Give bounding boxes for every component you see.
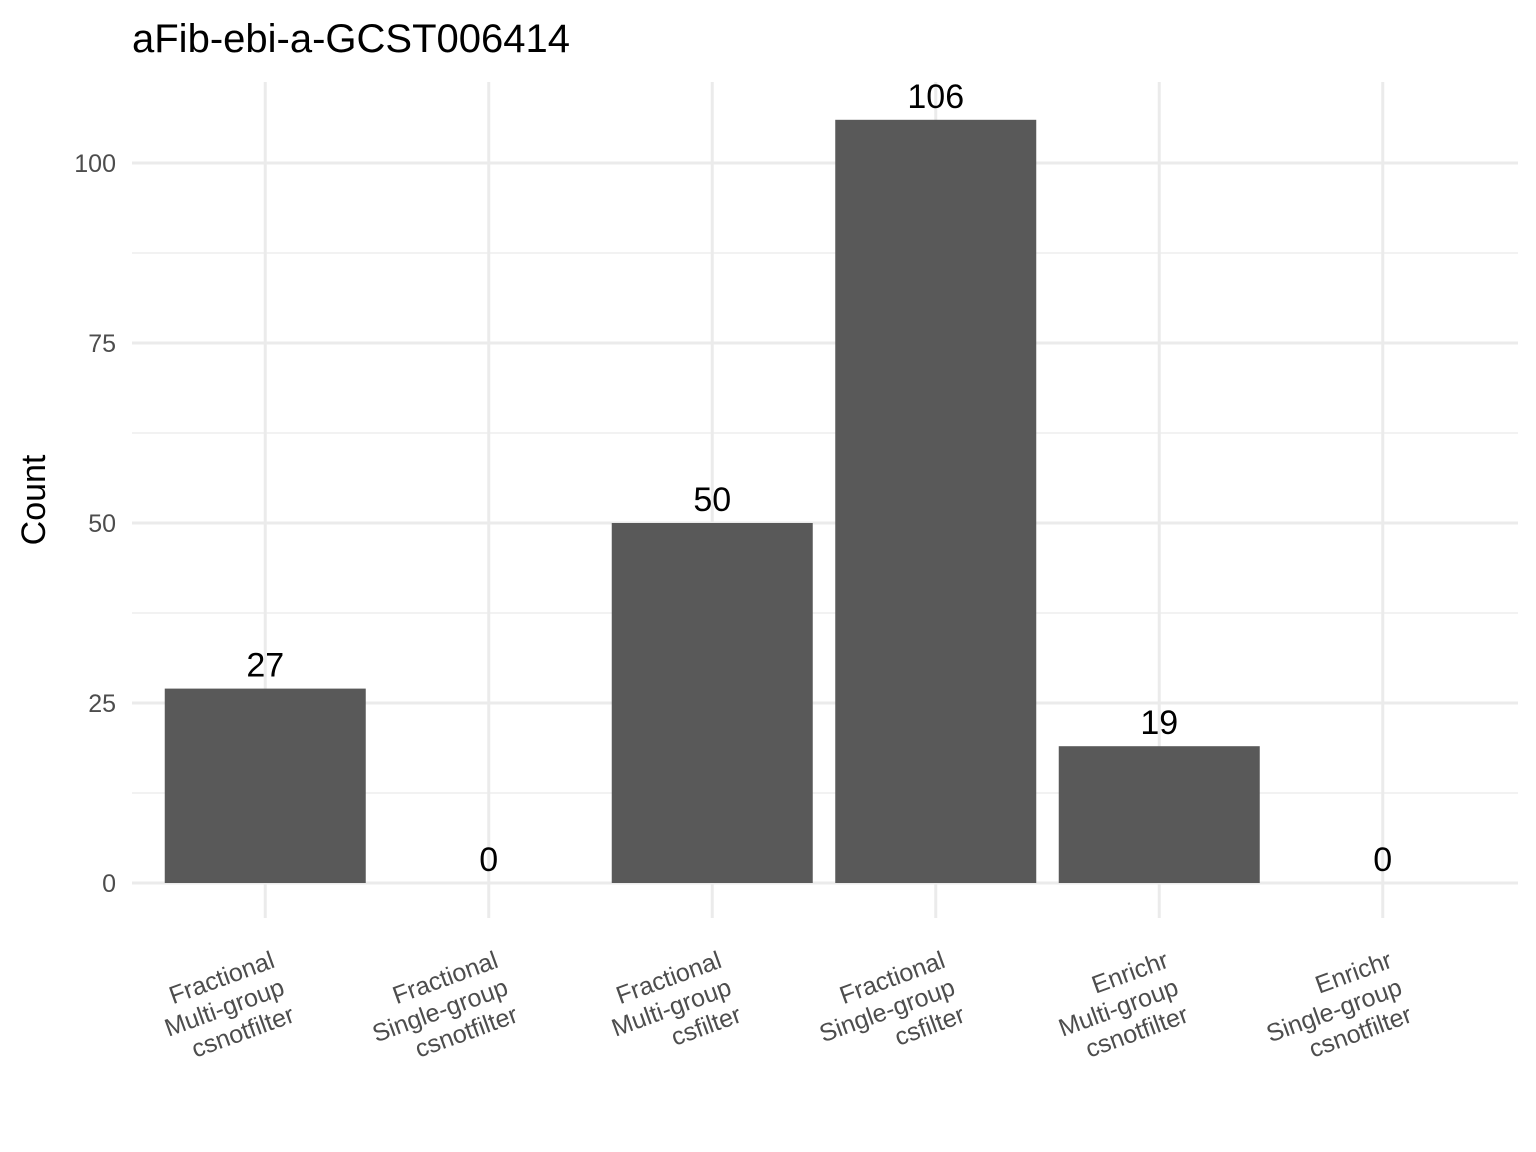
chart-title: aFib-ebi-a-GCST006414	[132, 17, 570, 61]
bar	[1058, 746, 1260, 883]
bar-value-label: 0	[479, 841, 498, 879]
y-tick-label: 25	[88, 690, 116, 718]
y-tick-labels: 0 25 50 75 100	[74, 150, 116, 898]
y-axis-label: Count	[15, 454, 53, 545]
bar	[611, 523, 813, 883]
y-tick-label: 0	[102, 870, 116, 898]
bar-value-label: 106	[907, 78, 964, 116]
bar	[164, 688, 366, 883]
bar-value-label: 19	[1140, 704, 1178, 742]
y-tick-label: 100	[74, 150, 116, 178]
bar-value-label: 50	[693, 481, 731, 519]
bar	[835, 119, 1037, 884]
minor-gridlines	[132, 252, 1518, 794]
bar-value-label: 27	[246, 647, 284, 685]
y-tick-label: 75	[88, 330, 116, 358]
bar-value-label: 0	[1373, 841, 1392, 879]
data-labels: 27 0 50 106 19 0	[246, 78, 1392, 879]
y-tick-label: 50	[88, 510, 116, 538]
bars	[164, 119, 1260, 884]
